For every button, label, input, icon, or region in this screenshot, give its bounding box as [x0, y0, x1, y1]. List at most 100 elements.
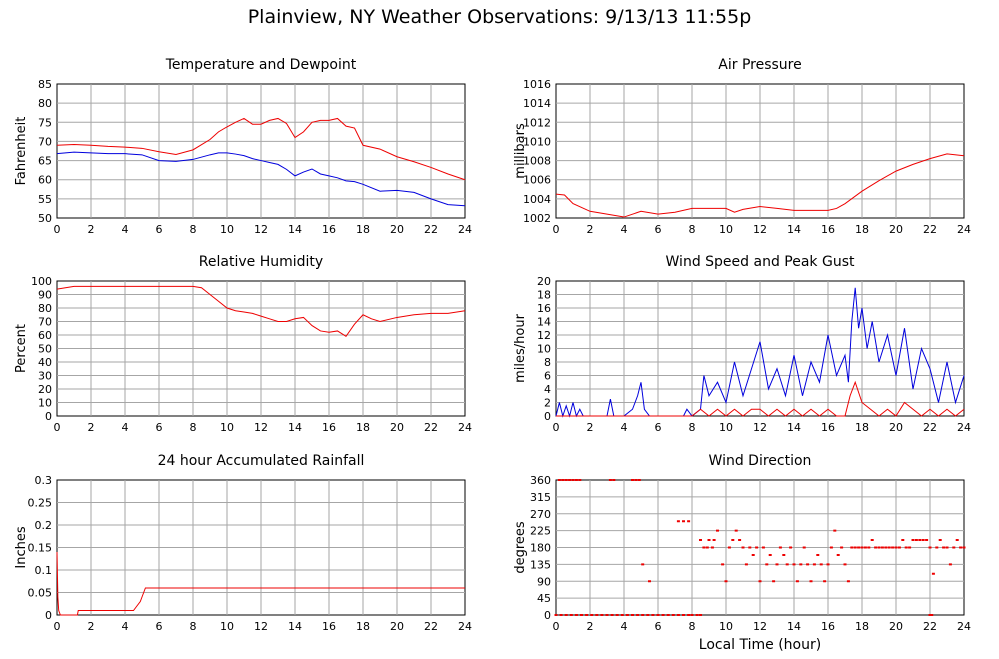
data-point — [901, 539, 905, 541]
data-point — [870, 539, 874, 541]
y-tick-label: 100 — [31, 275, 52, 288]
data-point — [938, 539, 942, 541]
x-tick-label: 8 — [689, 223, 696, 236]
x-tick-label: 4 — [621, 421, 628, 434]
data-point — [648, 580, 651, 583]
x-tick-label: 14 — [288, 223, 302, 236]
data-point — [682, 614, 685, 616]
y-axis-label: degrees — [513, 521, 528, 574]
y-tick-label: 1012 — [523, 116, 551, 129]
data-point — [897, 546, 901, 549]
data-point — [775, 563, 779, 566]
x-tick-label: 16 — [322, 421, 336, 434]
data-point — [928, 546, 932, 549]
data-point — [608, 479, 612, 481]
y-tick-label: 0.3 — [35, 474, 53, 487]
data-point — [666, 614, 670, 616]
chart-title: Air Pressure — [718, 57, 801, 73]
x-tick-label: 22 — [424, 223, 438, 236]
x-tick-label: 6 — [655, 421, 662, 434]
x-tick-label: 2 — [88, 620, 95, 633]
data-point — [568, 479, 572, 481]
series-line-0 — [56, 285, 466, 338]
data-point — [707, 539, 711, 541]
data-point — [554, 614, 558, 616]
x-tick-label: 2 — [88, 223, 95, 236]
data-point — [687, 520, 691, 523]
data-point — [585, 614, 589, 616]
data-point — [860, 546, 864, 549]
y-tick-label: 8 — [544, 356, 551, 369]
data-point — [682, 520, 685, 523]
data-point — [952, 546, 956, 549]
x-tick-label: 20 — [889, 223, 903, 236]
chart-pressure: 0 2 4 6 8 10 12 14 16 18 20 22 241002100410061008101… — [513, 57, 971, 236]
x-tick-label: 22 — [923, 421, 937, 434]
y-tick-label: 1008 — [523, 155, 551, 168]
data-point — [846, 580, 850, 583]
chart-rain: 0 2 4 6 8 10 12 14 16 18 20 22 2400.050.10.150.20.25… — [14, 453, 472, 633]
data-point — [612, 479, 616, 481]
data-point — [748, 546, 752, 549]
data-point — [637, 479, 641, 481]
y-tick-label: 1014 — [523, 97, 551, 110]
x-tick-label: 20 — [889, 620, 903, 633]
x-tick-label: 12 — [254, 620, 268, 633]
y-tick-label: 6 — [544, 370, 551, 383]
data-point — [812, 563, 816, 566]
data-point — [850, 546, 854, 549]
data-point — [853, 546, 857, 549]
data-point — [738, 539, 742, 541]
series-line-1 — [56, 151, 466, 207]
data-point — [931, 572, 935, 575]
data-point — [928, 614, 932, 616]
page-title: Plainview, NY Weather Observations: 9/13… — [247, 6, 752, 28]
x-tick-label: 18 — [356, 223, 370, 236]
data-point — [580, 614, 583, 616]
data-point — [615, 614, 619, 616]
chart-humidity: 0 2 4 6 8 10 12 14 16 18 20 22 240102030405060708090… — [14, 254, 472, 434]
x-tick-label: 24 — [458, 620, 472, 633]
data-point — [799, 563, 803, 566]
series-line-1 — [556, 380, 965, 417]
x-tick-label: 0 — [54, 620, 61, 633]
y-tick-label: 0 — [45, 410, 52, 423]
data-point — [867, 546, 871, 549]
data-point — [918, 539, 922, 541]
data-point — [761, 546, 765, 549]
data-point — [857, 546, 861, 549]
data-point — [661, 614, 665, 616]
x-tick-label: 8 — [190, 620, 197, 633]
y-tick-label: 135 — [530, 558, 551, 571]
data-point — [631, 479, 634, 481]
y-tick-label: 18 — [537, 289, 551, 302]
data-point — [590, 614, 594, 616]
x-tick-label: 22 — [424, 620, 438, 633]
x-tick-label: 24 — [458, 421, 472, 434]
x-tick-label: 24 — [957, 421, 971, 434]
x-tick-label: 8 — [689, 421, 696, 434]
chart-title: 24 hour Accumulated Rainfall — [158, 453, 365, 469]
x-tick-label: 4 — [122, 620, 129, 633]
x-tick-label: 10 — [220, 620, 234, 633]
x-tick-label: 14 — [288, 620, 302, 633]
x-tick-label: 0 — [553, 421, 560, 434]
data-point — [741, 546, 745, 549]
y-axis-label: Fahrenheit — [14, 117, 29, 186]
data-point — [768, 554, 772, 556]
data-point — [734, 529, 738, 532]
x-tick-label: 10 — [719, 421, 733, 434]
data-point — [724, 580, 728, 583]
y-tick-label: 0 — [544, 609, 551, 622]
data-point — [863, 546, 867, 549]
data-point — [671, 614, 675, 616]
x-tick-label: 12 — [254, 223, 268, 236]
data-point — [806, 563, 810, 566]
data-point — [578, 479, 582, 481]
data-point — [809, 580, 813, 583]
data-point — [891, 546, 895, 549]
data-point — [955, 539, 959, 541]
data-point — [948, 563, 952, 566]
data-point — [634, 479, 638, 481]
x-tick-label: 6 — [655, 223, 662, 236]
